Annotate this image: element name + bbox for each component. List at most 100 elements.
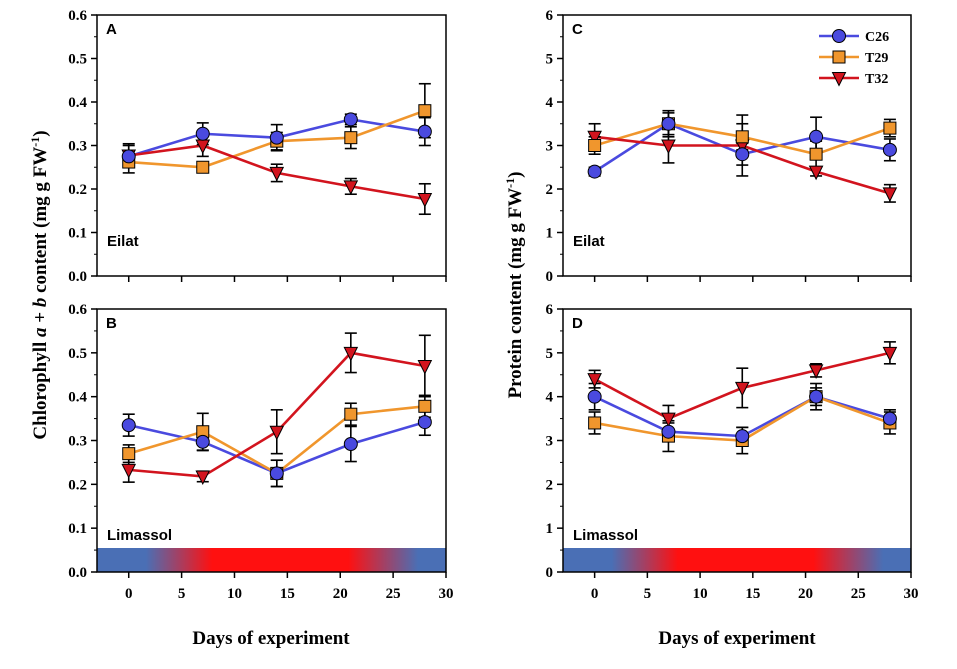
y-tick-label-c-0: 0	[546, 269, 554, 285]
point-c-t32-4	[882, 187, 898, 202]
point-a-t29-1	[196, 160, 210, 174]
y-tick-label-a-2: 0.2	[68, 182, 87, 198]
x-tick-label-b-2: 10	[227, 586, 242, 602]
y-tick-label-b-2: 0.2	[68, 477, 87, 493]
panel-letter-c: C	[572, 21, 583, 38]
y-tick-label-d-2: 2	[546, 477, 554, 493]
legend-marker-c26	[832, 29, 846, 43]
site-label-b: Limassol	[107, 527, 172, 544]
y-tick-label-c-2: 2	[546, 182, 554, 198]
point-d-t32-3	[808, 364, 824, 379]
panel-letter-d: D	[572, 315, 583, 332]
point-b-c26-0	[121, 418, 136, 433]
site-label-c: Eilat	[573, 233, 605, 250]
point-a-c26-2	[269, 130, 284, 145]
point-d-c26-4	[882, 411, 897, 426]
xlabel-left: Days of experiment	[192, 628, 350, 649]
point-c-c26-2	[735, 147, 750, 162]
temperature-bar-b	[97, 548, 446, 572]
y-tick-label-d-3: 3	[546, 434, 554, 450]
point-b-c26-1	[195, 434, 210, 449]
x-tick-label-d-4: 20	[798, 586, 813, 602]
point-d-c26-3	[809, 389, 824, 404]
point-a-c26-0	[121, 149, 136, 164]
point-c-c26-0	[587, 164, 602, 179]
y-tick-label-c-3: 3	[546, 139, 554, 155]
point-c-t32-0	[587, 130, 602, 146]
x-tick-label-d-6: 30	[904, 586, 919, 602]
x-tick-label-b-3: 15	[280, 586, 295, 602]
x-tick-label-b-1: 5	[178, 586, 186, 602]
point-c-t29-2	[735, 130, 749, 144]
legend-marker-t32	[831, 72, 847, 87]
point-c-t32-1	[661, 139, 676, 155]
y-tick-label-a-0: 0.0	[68, 269, 87, 285]
y-tick-label-b-5: 0.5	[68, 346, 87, 362]
point-d-c26-2	[735, 429, 750, 444]
point-b-t29-0	[122, 447, 136, 461]
y-tick-label-d-5: 5	[546, 346, 554, 362]
y-tick-label-b-4: 0.4	[68, 390, 87, 406]
point-a-t29-3	[344, 131, 358, 145]
point-c-t29-3	[809, 147, 823, 161]
point-d-t32-0	[587, 373, 602, 388]
y-tick-label-d-0: 0	[546, 565, 554, 581]
point-b-t32-1	[195, 470, 211, 486]
point-a-t32-2	[269, 166, 285, 182]
point-d-c26-0	[587, 389, 602, 404]
legend-label-c26: C26	[865, 30, 889, 45]
y-tick-label-b-6: 0.6	[68, 302, 87, 318]
x-tick-label-b-6: 30	[439, 586, 454, 602]
y-tick-label-b-0: 0.0	[68, 565, 87, 581]
point-d-c26-1	[661, 424, 676, 439]
point-b-c26-2	[269, 466, 284, 481]
panel-a: 0.0 0.1 0.2 0.3 0.4 0.5 0.6 A Eilat	[68, 8, 447, 285]
point-b-t29-4	[418, 399, 432, 413]
panel-c: 0 1 2 3 4 5 6 C Eilat C26 T29 T32	[546, 8, 912, 285]
x-tick-label-d-0: 0	[591, 586, 599, 602]
y-tick-label-c-4: 4	[546, 95, 554, 111]
x-tick-label-d-2: 10	[693, 586, 708, 602]
point-b-c26-3	[343, 437, 358, 452]
point-c-t29-4	[883, 121, 897, 135]
point-b-t32-3	[343, 346, 359, 362]
y-tick-label-b-3: 0.3	[68, 434, 87, 450]
site-label-a: Eilat	[107, 233, 139, 250]
legend: C26 T29 T32	[819, 29, 889, 87]
point-a-t32-4	[417, 193, 433, 208]
point-b-t32-2	[269, 425, 285, 441]
point-b-c26-4	[417, 415, 432, 430]
panels: 0.00.10.20.30.40.50.6AEilat0.00.10.20.30…	[68, 8, 918, 602]
y-tick-label-d-1: 1	[546, 521, 554, 537]
point-d-t32-1	[661, 412, 676, 428]
ylabel-chlorophyll: Chlorophyll a + b content (mg g FW-1)	[28, 130, 51, 439]
point-d-t32-4	[882, 346, 898, 362]
panel-d: 0 1 2 3 4 5 6 0 5 10 15 20 25 30 D Limassol	[546, 302, 919, 602]
point-c-t29-0	[588, 139, 602, 152]
y-tick-label-a-5: 0.5	[68, 52, 87, 68]
x-tick-label-d-3: 15	[745, 586, 760, 602]
y-tick-label-a-6: 0.6	[68, 8, 87, 24]
y-tick-label-d-4: 4	[546, 390, 554, 406]
panel-letter-a: A	[106, 21, 117, 38]
point-a-t29-4	[418, 104, 432, 118]
point-d-t29-0	[588, 416, 602, 430]
xlabel-right: Days of experiment	[658, 628, 816, 649]
y-tick-label-a-3: 0.3	[68, 139, 87, 155]
point-b-t32-0	[121, 463, 137, 479]
x-tick-label-d-5: 25	[851, 586, 866, 602]
site-label-d: Limassol	[573, 527, 638, 544]
legend-label-t32: T32	[865, 72, 888, 87]
temperature-bar-d	[563, 548, 911, 572]
y-tick-label-c-5: 5	[546, 52, 554, 68]
x-tick-label-b-0: 0	[125, 586, 133, 602]
legend-label-t29: T29	[865, 51, 888, 66]
point-b-t29-3	[344, 407, 358, 421]
point-c-c26-3	[809, 129, 824, 144]
ylabel-protein: Protein content (mg g FW-1)	[503, 171, 526, 398]
y-tick-label-c-6: 6	[546, 8, 554, 24]
point-a-c26-3	[343, 112, 358, 127]
panel-b: 0.0 0.1 0.2 0.3 0.4 0.5 0.6 0 5 10 15 20 25 30 B Limass…	[68, 302, 453, 602]
point-a-c26-1	[195, 126, 210, 141]
